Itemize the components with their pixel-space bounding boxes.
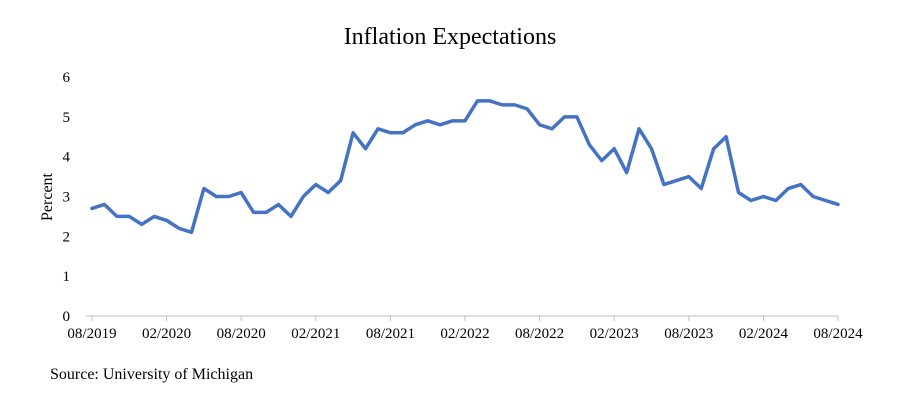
x-tick-label: 02/2024 (739, 326, 789, 342)
y-tick-label: 5 (63, 110, 71, 126)
y-axis: 0 1 2 3 4 5 6 (63, 70, 71, 325)
y-axis-label: Percent (39, 172, 56, 221)
x-tick-label: 02/2020 (142, 326, 191, 342)
y-tick-label: 2 (63, 229, 71, 245)
chart-title: Inflation Expectations (343, 24, 557, 50)
series-line (90, 99, 840, 235)
y-tick-label: 4 (63, 150, 71, 166)
x-tick-label: 02/2023 (590, 326, 639, 342)
x-tick-label: 08/2021 (366, 326, 415, 342)
x-tick-label: 08/2019 (67, 326, 116, 342)
x-tick-label: 08/2023 (664, 326, 713, 342)
source-note: Source: University of Michigan (50, 366, 254, 383)
x-axis: 08/2019 02/2020 08/2020 02/2021 08/2021 02/20… (67, 315, 863, 342)
y-tick-label: 3 (63, 190, 71, 206)
x-tick-label: 08/2020 (217, 326, 266, 342)
x-tick-label: 08/2024 (813, 326, 863, 342)
x-tick-label: 08/2022 (515, 326, 564, 342)
y-tick-label: 0 (63, 309, 71, 325)
x-tick-label: 02/2021 (291, 326, 340, 342)
y-tick-label: 1 (63, 269, 71, 285)
series-layer (90, 99, 840, 235)
y-tick-label: 6 (63, 70, 71, 86)
x-tick-label: 02/2022 (440, 326, 489, 342)
